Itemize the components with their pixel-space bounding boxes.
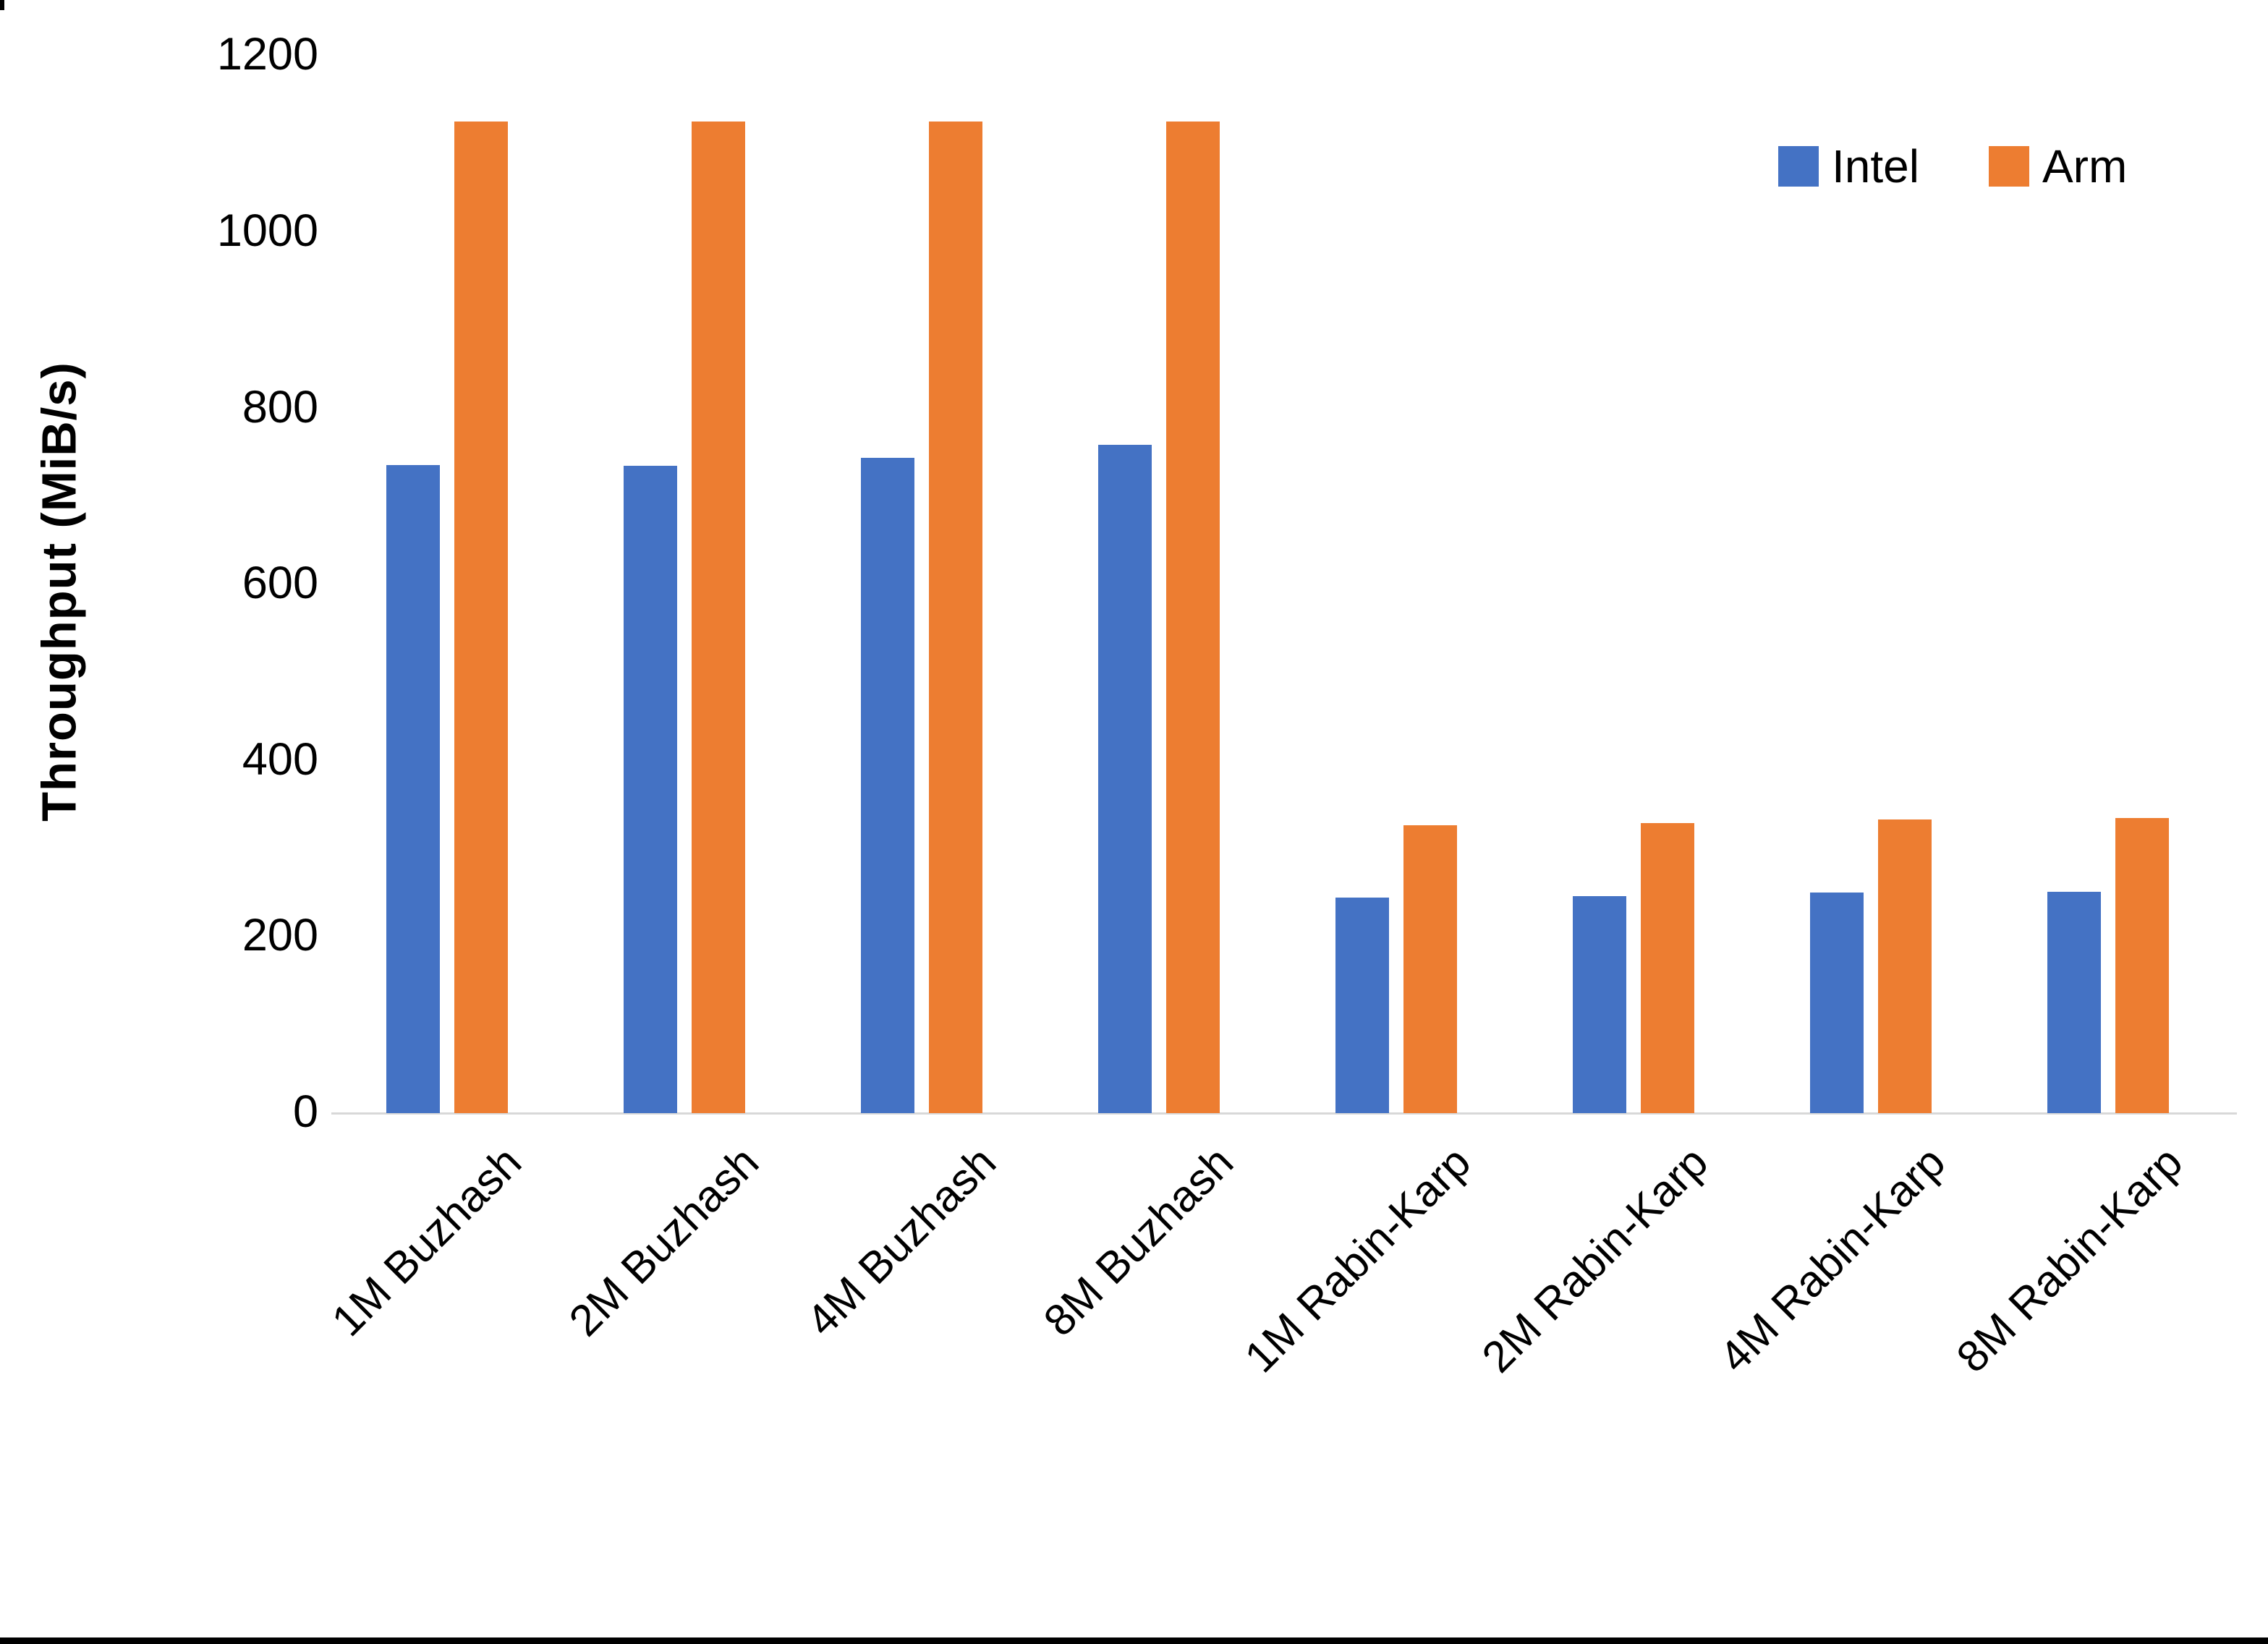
x-tick-label-1m-buzhash: 1M Buzhash [322, 1137, 531, 1346]
legend: Intel Arm [1778, 143, 2127, 189]
x-tick-label-4m-rabin-karp: 4M Rabin-Karp [1710, 1137, 1955, 1382]
x-tick-label-2m-buzhash: 2M Buzhash [559, 1137, 768, 1346]
bar-arm-4m-buzhash [929, 122, 982, 1113]
bar-arm-8m-rabin-karp [2115, 818, 2169, 1113]
x-tick-label-8m-buzhash: 8M Buzhash [1034, 1137, 1243, 1346]
x-tick-label-2m-rabin-karp: 2M Rabin-Karp [1472, 1137, 1717, 1382]
y-tick-label-1200: 1200 [216, 29, 318, 80]
legend-label-arm: Arm [2042, 140, 2128, 192]
bar-arm-2m-buzhash [692, 122, 745, 1113]
bar-arm-1m-rabin-karp [1403, 825, 1457, 1113]
legend-swatch-intel-icon [1778, 146, 1819, 187]
y-tick-label-200: 200 [242, 910, 318, 961]
bar-arm-4m-rabin-karp [1878, 819, 1932, 1113]
legend-item-intel: Intel [1778, 143, 1919, 189]
bar-arm-8m-buzhash [1166, 122, 1220, 1113]
bar-arm-1m-buzhash [454, 122, 508, 1113]
screenshot-bottom-edge [0, 1637, 2268, 1644]
legend-swatch-arm-icon [1988, 146, 2029, 187]
legend-item-arm: Arm [1988, 140, 2128, 192]
y-tick-label-1000: 1000 [216, 205, 318, 257]
y-axis-title: Throughput (MiB/s) [32, 362, 87, 822]
x-tick-label-8m-rabin-karp: 8M Rabin-Karp [1947, 1137, 2192, 1382]
legend-label-intel: Intel [1832, 140, 1919, 192]
x-tick-label-4m-buzhash: 4M Buzhash [797, 1137, 1006, 1346]
bar-intel-8m-buzhash [1098, 445, 1152, 1113]
y-tick-label-600: 600 [242, 558, 318, 609]
bar-arm-2m-rabin-karp [1641, 823, 1694, 1113]
y-tick-label-800: 800 [242, 381, 318, 433]
bar-intel-2m-rabin-karp [1573, 896, 1626, 1113]
bar-intel-4m-rabin-karp [1810, 893, 1864, 1113]
bar-intel-1m-buzhash [386, 465, 440, 1113]
y-tick-label-400: 400 [242, 734, 318, 785]
bar-intel-4m-buzhash [861, 458, 914, 1113]
x-axis-line [331, 1112, 2237, 1115]
bar-intel-2m-buzhash [624, 466, 677, 1113]
bar-intel-8m-rabin-karp [2047, 892, 2101, 1113]
screenshot-edge-artifact [0, 0, 4, 10]
x-tick-label-1m-rabin-karp: 1M Rabin-Karp [1235, 1137, 1480, 1382]
y-tick-label-0: 0 [292, 1086, 318, 1138]
bar-intel-1m-rabin-karp [1335, 898, 1389, 1113]
